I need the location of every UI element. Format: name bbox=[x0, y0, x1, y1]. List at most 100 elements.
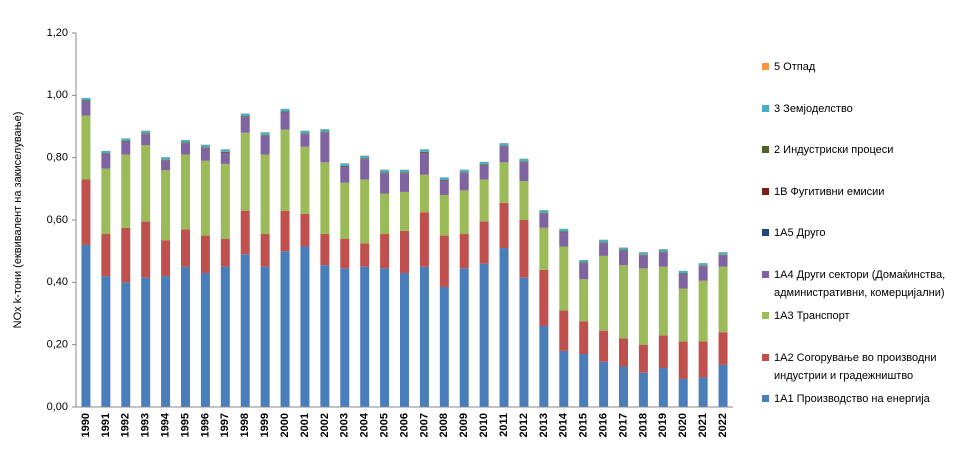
bar-segment bbox=[81, 244, 91, 407]
bar-segment bbox=[579, 260, 589, 263]
bar-segment bbox=[698, 341, 708, 378]
bar-segment bbox=[499, 145, 509, 147]
y-tick-label: 0,40 bbox=[47, 276, 68, 288]
bar-segment bbox=[459, 190, 469, 235]
bar-segment bbox=[658, 252, 668, 267]
legend-label: 2 Индустриски процеси bbox=[774, 144, 894, 156]
legend-item: 1A3 Транспорт bbox=[762, 307, 952, 325]
legend-swatch bbox=[762, 229, 769, 236]
x-tick-label: 1994 bbox=[159, 412, 171, 437]
bar-segment bbox=[619, 366, 628, 407]
x-tick-label: 2004 bbox=[359, 412, 371, 437]
bar-segment bbox=[638, 254, 648, 256]
bar-segment bbox=[439, 177, 449, 180]
bar-segment bbox=[81, 101, 91, 116]
x-tick-label: 2011 bbox=[498, 413, 510, 437]
bar-segment bbox=[658, 251, 668, 253]
bar-segment bbox=[499, 162, 509, 203]
bar-segment bbox=[599, 255, 609, 331]
bar-segment bbox=[559, 350, 569, 407]
y-tick-label: 0,20 bbox=[47, 339, 68, 351]
legend-label: 1A2 Согорување во производни индустрии и… bbox=[774, 351, 937, 382]
bar-segment bbox=[320, 265, 330, 407]
bar-segment bbox=[658, 266, 668, 336]
bar-segment bbox=[698, 266, 708, 281]
bar-segment bbox=[678, 288, 688, 342]
bar-segment bbox=[260, 134, 270, 136]
x-tick-label: 2002 bbox=[319, 413, 331, 437]
bar-segment bbox=[439, 179, 449, 181]
x-tick-label: 1990 bbox=[80, 413, 92, 437]
bar-segment bbox=[320, 129, 330, 132]
bar-segment bbox=[340, 163, 350, 166]
bar-segment bbox=[260, 135, 270, 155]
x-tick-label: 2013 bbox=[538, 413, 550, 437]
bar-segment bbox=[419, 149, 429, 152]
x-tick-label: 1995 bbox=[179, 413, 191, 437]
legend-item: 5 Отпад bbox=[762, 58, 952, 76]
legend-label: 3 Земјоделство bbox=[774, 102, 853, 115]
x-tick-label: 2000 bbox=[279, 413, 291, 437]
bar-segment bbox=[678, 273, 688, 275]
x-tick-label: 2005 bbox=[378, 413, 390, 437]
bar-segment bbox=[459, 169, 469, 173]
bar-segment bbox=[300, 133, 310, 134]
bar-segment bbox=[539, 213, 549, 228]
bar-segment bbox=[300, 146, 310, 214]
bar-segment bbox=[539, 210, 549, 213]
bar-segment bbox=[599, 239, 609, 243]
bar-segment bbox=[141, 130, 151, 134]
x-tick-label: 1996 bbox=[199, 413, 211, 437]
bar-segment bbox=[459, 234, 469, 269]
bar-segment bbox=[360, 179, 370, 244]
bar-segment bbox=[419, 151, 429, 153]
bar-segment bbox=[320, 132, 330, 163]
bar-segment bbox=[200, 235, 210, 273]
bar-segment bbox=[141, 277, 151, 407]
bar-segment bbox=[439, 287, 449, 407]
bar-segment bbox=[161, 159, 171, 161]
bar-segment bbox=[678, 378, 688, 407]
bar-segment bbox=[161, 240, 171, 277]
bar-segment bbox=[400, 191, 409, 231]
x-tick-label: 2016 bbox=[597, 413, 609, 437]
bar-segment bbox=[599, 361, 609, 407]
bar-segment bbox=[519, 220, 529, 278]
bar-segment bbox=[260, 132, 270, 135]
bar-segment bbox=[181, 142, 190, 144]
y-tick-label: 1,20 bbox=[47, 27, 68, 39]
bar-segment bbox=[519, 161, 529, 162]
bar-segment bbox=[718, 364, 728, 407]
x-tick-label: 2021 bbox=[697, 413, 709, 437]
bar-segment bbox=[101, 153, 111, 155]
x-tick-label: 1997 bbox=[219, 413, 231, 437]
bar-segment bbox=[161, 160, 171, 171]
y-tick-label: 1,00 bbox=[47, 89, 68, 101]
y-tick-label: 0,80 bbox=[47, 152, 68, 164]
bar-segment bbox=[619, 250, 628, 251]
bar-segment bbox=[459, 173, 469, 191]
bar-segment bbox=[718, 332, 728, 365]
legend-swatch bbox=[762, 353, 769, 361]
bar-segment bbox=[101, 276, 111, 407]
x-tick-label: 2019 bbox=[657, 413, 669, 437]
bar-segment bbox=[499, 146, 509, 163]
bar-segment bbox=[280, 210, 290, 252]
bar-segment bbox=[360, 266, 370, 407]
bar-segment bbox=[459, 172, 469, 173]
legend-label: 1A5 Друго bbox=[774, 227, 826, 239]
bar-segment bbox=[141, 145, 151, 222]
legend-swatch bbox=[762, 104, 769, 112]
bar-segment bbox=[400, 172, 409, 173]
bar-segment bbox=[220, 266, 230, 407]
legend-swatch bbox=[762, 63, 769, 70]
bar-segment bbox=[419, 152, 429, 175]
bar-segment bbox=[459, 268, 469, 407]
bar-segment bbox=[439, 195, 449, 236]
legend-swatch bbox=[762, 395, 769, 402]
bar-segment bbox=[220, 238, 230, 267]
bar-segment bbox=[519, 277, 529, 407]
bar-segment bbox=[300, 134, 310, 147]
x-tick-label: 1993 bbox=[140, 413, 152, 437]
bar-segment bbox=[280, 108, 290, 112]
